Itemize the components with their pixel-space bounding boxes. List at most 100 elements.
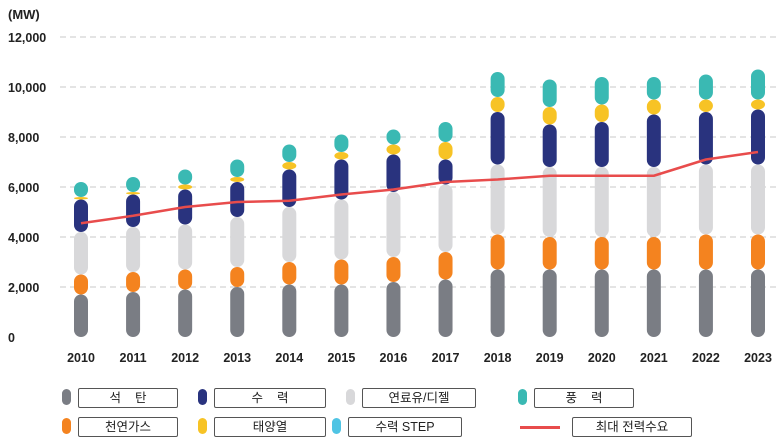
bar-stack-2017 <box>438 122 453 337</box>
bar-segment <box>126 227 141 272</box>
bar-segment <box>594 269 609 337</box>
bar-segment <box>386 282 401 337</box>
bar-segment <box>386 154 401 192</box>
bar-segment <box>282 162 297 170</box>
gridlines <box>60 36 778 288</box>
legend-line-peak-demand <box>520 426 560 429</box>
bar-stack-2010 <box>74 182 88 337</box>
bar-segment <box>230 267 245 287</box>
legend-label-natural-gas: 천연가스 <box>78 417 178 437</box>
x-tick-label: 2022 <box>692 351 720 365</box>
bar-segment <box>230 217 245 267</box>
bar-segment <box>74 232 88 275</box>
bar-segment <box>230 177 245 182</box>
bar-segment <box>282 207 297 262</box>
bar-segment <box>126 194 141 227</box>
bar-segment <box>751 99 765 110</box>
bar-segment <box>594 167 609 237</box>
bar-segment <box>751 234 765 270</box>
legend-label-fuel-oil: 연료유/디젤 <box>362 388 476 408</box>
bar-segment <box>230 182 245 217</box>
bar-segment <box>178 224 193 270</box>
bar-segment <box>438 159 453 185</box>
bar-stack-2015 <box>334 134 349 337</box>
bar-segment <box>646 167 661 237</box>
legend: 석 탄 수 력 연료유/디젤 풍 력 천연가스 태양열 수력 STEP 최대 전… <box>0 380 782 441</box>
bar-segment <box>646 269 661 337</box>
bar-segment <box>751 69 765 100</box>
bar-segment <box>438 279 453 337</box>
stacked-bar-chart: (MW) 0 2,000 4,000 6,000 8,000 10,000 12,000 2… <box>8 7 778 365</box>
bar-segment <box>334 199 349 260</box>
bar-segment <box>74 294 88 337</box>
bar-stack-2012 <box>178 169 193 337</box>
bar-stack-2016 <box>386 129 401 337</box>
bar-segment <box>334 134 349 152</box>
legend-swatch-natural-gas <box>62 418 71 434</box>
x-tick-label: 2019 <box>536 351 564 365</box>
bar-segment <box>698 99 713 112</box>
legend-label-hydro-step: 수력 STEP <box>348 417 462 437</box>
x-tick-label: 2013 <box>223 351 251 365</box>
y-tick-label: 0 <box>8 331 15 345</box>
legend-swatch-fuel-oil <box>346 389 355 405</box>
x-tick-label: 2023 <box>744 351 772 365</box>
bar-segment <box>594 104 609 122</box>
bar-stack-2021 <box>646 77 661 337</box>
bar-segment <box>542 79 557 107</box>
bar-segment <box>438 122 453 142</box>
bar-segment <box>386 192 401 257</box>
bar-stack-2022 <box>698 74 713 337</box>
bar-segment <box>74 274 88 295</box>
bar-segment <box>490 72 505 97</box>
bar-segment <box>438 252 453 280</box>
bar-stack-2023 <box>751 69 765 337</box>
bar-segment <box>490 234 505 270</box>
legend-swatch-solar <box>198 418 207 434</box>
bar-segment <box>334 259 349 285</box>
bar-segment <box>751 269 765 337</box>
y-tick-label: 6,000 <box>8 181 39 195</box>
legend-swatch-wind <box>518 389 527 405</box>
legend-item-hydro: 수 력 <box>198 387 328 409</box>
bar-segment <box>386 129 401 145</box>
peak-demand-polyline <box>80 150 759 225</box>
bar-segment <box>542 107 557 125</box>
bar-segment <box>334 284 349 337</box>
bar-segment <box>178 169 193 185</box>
bar-segment <box>230 287 245 337</box>
x-tick-label: 2011 <box>120 351 147 365</box>
legend-item-peak-demand: 최대 전력수요 <box>520 416 720 438</box>
y-tick-label: 4,000 <box>8 231 39 245</box>
bar-segment <box>74 197 88 200</box>
bar-segment <box>282 144 297 162</box>
bar-segment <box>126 192 141 195</box>
legend-swatch-hydro <box>198 389 207 405</box>
bar-segment <box>74 199 88 232</box>
bar-segment <box>178 289 193 337</box>
peak-demand-line <box>80 150 759 225</box>
bar-segment <box>646 114 661 167</box>
bar-segment <box>178 269 193 290</box>
bar-segment <box>698 164 713 235</box>
legend-label-peak-demand: 최대 전력수요 <box>572 417 692 437</box>
bar-stack-2019 <box>542 79 557 337</box>
x-tick-label: 2014 <box>275 351 303 365</box>
legend-item-hydro-step: 수력 STEP <box>332 416 462 438</box>
y-tick-label: 2,000 <box>8 281 39 295</box>
x-tick-label: 2012 <box>171 351 199 365</box>
bar-segment <box>698 234 713 270</box>
y-tick-label: 8,000 <box>8 131 39 145</box>
bar-segment <box>698 74 713 100</box>
bar-segment <box>698 112 713 165</box>
bar-stack-2011 <box>126 177 141 337</box>
x-tick-label: 2018 <box>484 351 512 365</box>
bar-segment <box>698 269 713 337</box>
bars <box>74 69 765 337</box>
bar-segment <box>490 269 505 337</box>
bar-segment <box>126 177 141 192</box>
bar-segment <box>126 292 141 337</box>
bar-segment <box>74 182 88 197</box>
bar-segment <box>490 97 505 112</box>
y-tick-label: 10,000 <box>8 81 46 95</box>
